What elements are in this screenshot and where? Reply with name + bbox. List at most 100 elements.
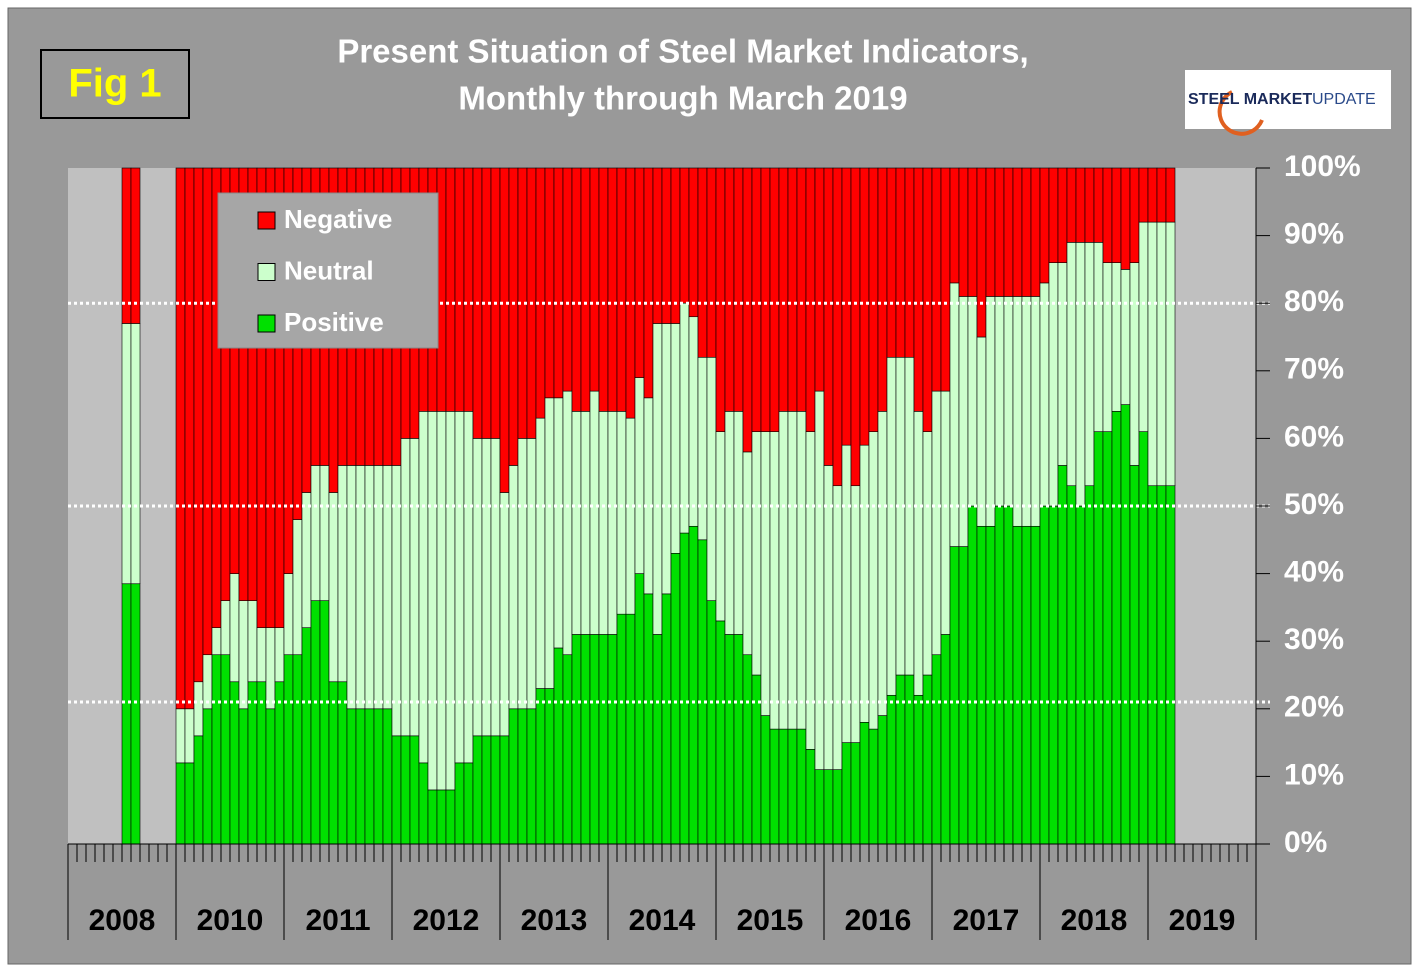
bar-segment <box>877 411 888 716</box>
bar-segment <box>427 789 438 845</box>
bar-segment <box>1120 167 1131 270</box>
bar-segment <box>1084 242 1095 487</box>
bar-segment <box>598 167 609 412</box>
bar-segment <box>580 634 591 845</box>
bar-segment <box>364 465 375 710</box>
bar-segment <box>1021 167 1032 297</box>
bar-segment <box>733 411 744 635</box>
bar-segment <box>220 600 231 656</box>
bar-segment <box>724 634 735 845</box>
bar-segment <box>634 573 645 845</box>
bar-segment <box>553 167 564 399</box>
y-tick-label: 40% <box>1284 556 1344 589</box>
bar-segment <box>967 167 978 297</box>
bar-segment <box>679 167 690 304</box>
bar-segment <box>1111 411 1122 845</box>
bar-segment <box>184 167 195 710</box>
bar-segment <box>1012 167 1023 297</box>
bar-segment <box>724 411 735 635</box>
bar-segment <box>175 762 186 845</box>
bar-segment <box>1120 404 1131 845</box>
bar-segment <box>580 411 591 635</box>
bar-segment <box>175 708 186 764</box>
bar-segment <box>607 167 618 412</box>
bar-segment <box>571 167 582 412</box>
bar-segment <box>598 634 609 845</box>
bar-segment <box>1003 505 1014 845</box>
bar-segment <box>490 735 501 845</box>
bar-segment <box>697 356 708 541</box>
bar-segment <box>400 438 411 737</box>
bar-segment <box>292 519 303 656</box>
bar-segment <box>958 296 969 547</box>
chart-title: Present Situation of Steel Market Indica… <box>337 33 1028 70</box>
bar-segment <box>463 167 474 412</box>
bar-segment <box>661 167 672 324</box>
bar-segment <box>922 674 933 845</box>
bar-segment <box>1129 167 1140 263</box>
bar-segment <box>1075 505 1086 845</box>
bar-segment <box>427 411 438 791</box>
bar-segment <box>355 465 366 710</box>
bar-segment <box>688 316 699 527</box>
fig-label: Fig 1 <box>68 62 161 106</box>
bar-segment <box>958 546 969 845</box>
bar-segment <box>994 505 1005 845</box>
y-tick-label: 90% <box>1284 218 1344 251</box>
bar-segment <box>697 167 708 358</box>
bar-segment <box>823 465 834 770</box>
bar-segment <box>1138 221 1149 432</box>
bar-segment <box>1039 505 1050 845</box>
bar-segment <box>346 708 357 845</box>
bar-segment <box>976 525 987 845</box>
bar-segment <box>292 654 303 845</box>
bar-segment <box>796 411 807 730</box>
bar-segment <box>436 411 447 791</box>
bar-segment <box>589 167 600 392</box>
bar-segment <box>742 451 753 656</box>
bar-segment <box>1075 242 1086 507</box>
bar-segment <box>1057 167 1068 263</box>
x-group-label: 2016 <box>845 904 912 937</box>
bar-segment <box>283 573 294 656</box>
bar-segment <box>1003 296 1014 507</box>
bar-segment <box>832 769 843 845</box>
bar-segment <box>778 167 789 412</box>
bar-segment <box>193 167 204 683</box>
bar-segment <box>1021 525 1032 845</box>
bar-segment <box>355 708 366 845</box>
bar-segment <box>463 411 474 764</box>
bar-segment <box>1111 167 1122 263</box>
bar-segment <box>778 728 789 845</box>
bar-segment <box>202 708 213 845</box>
x-group-label: 2015 <box>737 904 804 937</box>
bar-segment <box>418 411 429 764</box>
bar-segment <box>931 167 942 392</box>
bar-segment <box>211 627 222 656</box>
bar-segment <box>877 167 888 412</box>
legend-label: Negative <box>284 204 392 234</box>
bar-segment <box>418 762 429 845</box>
bar-segment <box>1147 485 1158 845</box>
bar-segment <box>1057 262 1068 466</box>
bar-segment <box>679 532 690 845</box>
y-tick-label: 0% <box>1284 826 1327 859</box>
bar-segment <box>409 735 420 845</box>
bar-segment <box>634 167 645 378</box>
bar-segment <box>553 397 564 649</box>
bar-segment <box>823 167 834 466</box>
bar-segment <box>625 613 636 845</box>
y-tick-label: 10% <box>1284 758 1344 791</box>
bar-segment <box>301 627 312 845</box>
bar-segment <box>949 546 960 845</box>
bar-segment <box>562 654 573 845</box>
bar-segment <box>742 167 753 453</box>
bar-segment <box>751 674 762 845</box>
bar-segment <box>670 167 681 324</box>
bar-segment <box>688 167 699 318</box>
bar-segment <box>796 167 807 412</box>
bar-segment <box>130 167 141 324</box>
bar-segment <box>508 708 519 845</box>
bar-segment <box>769 167 780 432</box>
